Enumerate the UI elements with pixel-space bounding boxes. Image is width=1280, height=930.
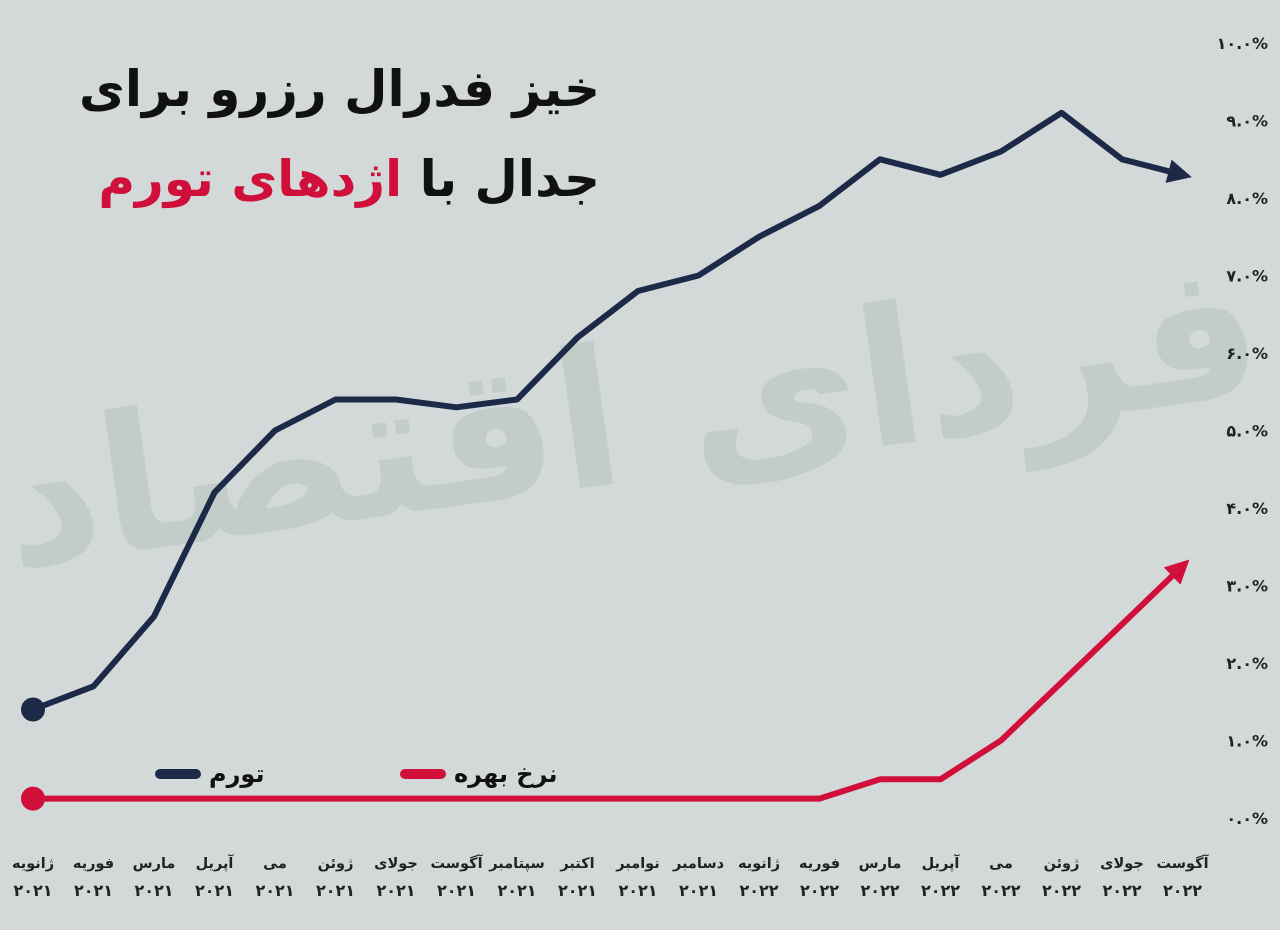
x-tick-year: ۲۰۲۲ <box>981 881 1020 900</box>
chart-title-line1: خیز فدرال رزرو برای <box>79 60 600 118</box>
x-tick-year: ۲۰۲۱ <box>134 881 173 900</box>
chart-title-prefix: جدال با <box>419 150 600 208</box>
x-tick-month: نوامبر <box>615 856 659 872</box>
x-tick-year: ۲۰۲۱ <box>195 881 234 900</box>
data-point-inflation <box>21 697 45 722</box>
y-tick-label: ۶.۰% <box>1226 344 1268 363</box>
x-tick-month: آپریل <box>922 854 961 872</box>
x-tick-year: ۲۰۲۲ <box>1163 881 1202 900</box>
x-tick-month: دسامبر <box>672 856 724 872</box>
y-axis: ۰.۰% ۱.۰% ۲.۰% ۳.۰% ۴.۰% ۵.۰% ۶.۰% ۷.۰% ۸.۰% ۹.۰%… <box>1217 34 1268 828</box>
chart-title-line2: جدال با اژدهای تورم <box>98 150 600 208</box>
x-axis: ژانویه ۲۰۲۱ فوریه ۲۰۲۱ مارس ۲۰۲۱ آپریل ۲۰۲۱ می ۲۰… <box>12 854 1210 900</box>
x-tick-year: ۲۰۲۱ <box>13 881 52 900</box>
x-tick-year: ۲۰۲۲ <box>739 881 778 900</box>
y-tick-label: ۰.۰% <box>1226 809 1268 828</box>
x-tick-year: ۲۰۲۱ <box>618 881 657 900</box>
legend-label-inflation: تورم <box>209 760 265 788</box>
chart-title-highlight: اژدهای تورم <box>98 150 403 208</box>
x-tick-year: ۲۰۲۱ <box>558 881 597 900</box>
plot-area <box>21 109 1192 811</box>
y-tick-label: ۵.۰% <box>1226 422 1268 441</box>
x-tick-year: ۲۰۲۱ <box>497 881 536 900</box>
x-tick-month: جولای <box>374 856 418 872</box>
x-tick-month: ژوئن <box>1044 856 1080 872</box>
legend-rate: نرخ بهره <box>400 760 558 788</box>
series-line-rate <box>30 559 1190 802</box>
x-tick-month: می <box>263 856 287 872</box>
y-tick-label: ۲.۰% <box>1226 654 1268 673</box>
x-tick-year: ۲۰۲۱ <box>316 881 355 900</box>
x-tick-year: ۲۰۲۲ <box>1042 881 1081 900</box>
x-tick-year: ۲۰۲۲ <box>1102 881 1141 900</box>
x-tick-month: جولای <box>1100 856 1144 872</box>
x-tick-month: فوریه <box>73 856 114 872</box>
x-tick-year: ۲۰۲۱ <box>255 881 294 900</box>
x-tick-month: سپتامبر <box>488 856 544 872</box>
x-tick-month: آپریل <box>196 854 235 872</box>
y-tick-label: ۴.۰% <box>1226 499 1268 518</box>
x-tick-month: مارس <box>133 856 176 872</box>
series-line-inflation <box>30 109 1192 713</box>
x-tick-year: ۲۰۲۲ <box>860 881 899 900</box>
x-tick-year: ۲۰۲۲ <box>921 881 960 900</box>
x-tick-year: ۲۰۲۲ <box>800 881 839 900</box>
y-tick-label: ۹.۰% <box>1226 112 1268 131</box>
x-tick-month: ژوئن <box>318 856 354 872</box>
data-point-rate <box>21 786 45 811</box>
x-tick-month: ژانویه <box>12 856 54 872</box>
svg-text:فردای اقتصاد: فردای اقتصاد <box>0 217 1275 614</box>
x-tick-year: ۲۰۲۱ <box>679 881 718 900</box>
legend-swatch-rate <box>400 769 446 779</box>
x-tick-month: می <box>989 856 1013 872</box>
legend-inflation: تورم <box>155 760 264 788</box>
legend-label-rate: نرخ بهره <box>454 760 558 788</box>
x-tick-year: ۲۰۲۱ <box>74 881 113 900</box>
x-tick-year: ۲۰۲۱ <box>376 881 415 900</box>
x-tick-month: آگوست <box>430 854 483 872</box>
y-tick-label: ۷.۰% <box>1226 267 1268 286</box>
x-tick-month: ژانویه <box>738 856 780 872</box>
y-tick-label: ۳.۰% <box>1226 577 1268 596</box>
x-tick-month: فوریه <box>799 856 840 872</box>
x-tick-month: آگوست <box>1156 854 1209 872</box>
y-tick-label: ۸.۰% <box>1226 189 1268 208</box>
watermark: فردای اقتصاد <box>0 217 1275 614</box>
x-tick-month: اکتبر <box>559 856 594 872</box>
x-tick-year: ۲۰۲۱ <box>437 881 476 900</box>
legend-swatch-inflation <box>155 769 201 779</box>
x-tick-month: مارس <box>859 856 902 872</box>
y-tick-label: ۱.۰% <box>1226 732 1268 751</box>
y-tick-label: ۱۰.۰% <box>1217 34 1268 53</box>
